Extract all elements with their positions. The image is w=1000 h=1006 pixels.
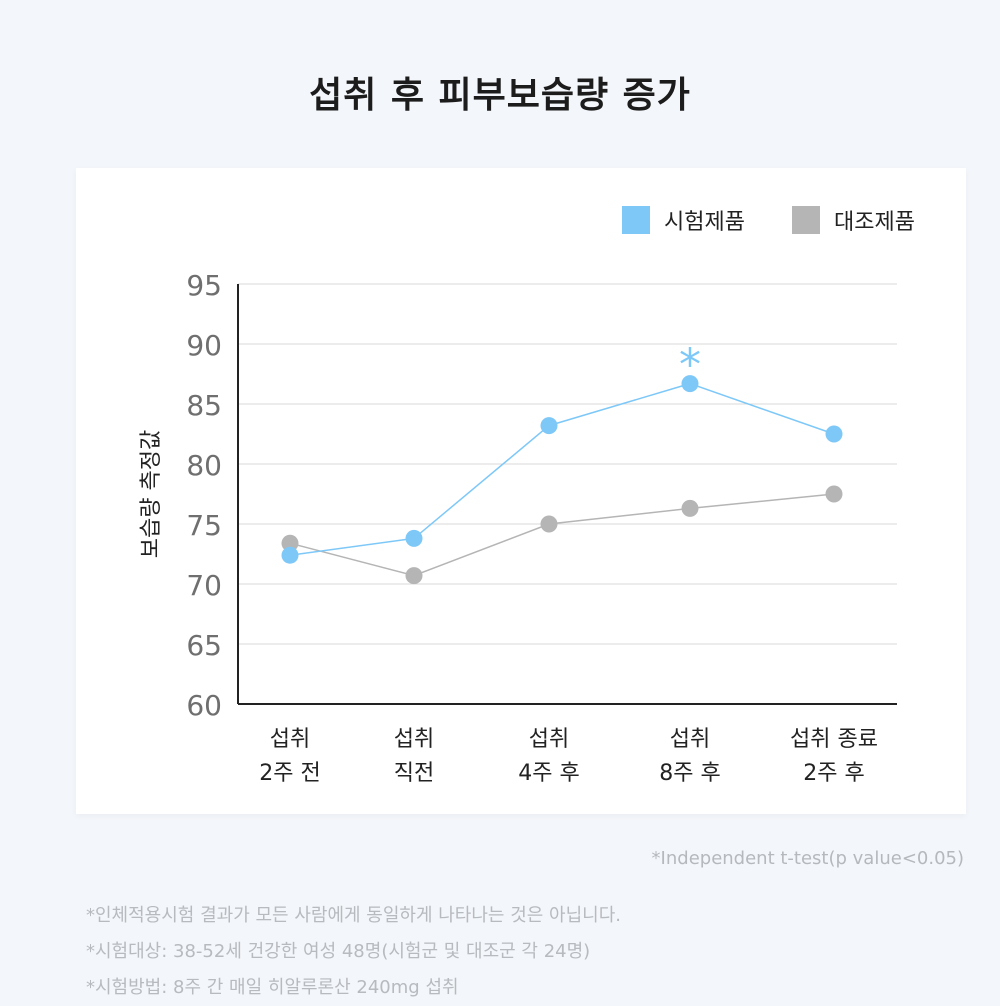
data-point-test xyxy=(281,546,299,564)
data-point-control xyxy=(825,485,843,503)
legend-swatch-control xyxy=(792,206,820,234)
y-axis-label: 보습량 측정값 xyxy=(139,430,164,558)
series-line-control xyxy=(289,493,835,577)
data-point-control xyxy=(405,567,423,585)
data-point-control xyxy=(540,515,558,533)
chart-card xyxy=(76,168,966,814)
significance-asterisk: * xyxy=(679,340,701,391)
footnote-method: *시험방법: 8주 간 매일 히알루론산 240mg 섭취 xyxy=(86,977,459,998)
footnotes: *인체적용시험 결과가 모든 사람에게 동일하게 나타나는 것은 아닙니다. *… xyxy=(86,898,966,1006)
data-point-test xyxy=(405,529,423,547)
y-tick-label: 75 xyxy=(186,509,222,542)
y-tick-label: 85 xyxy=(186,389,222,422)
y-tick-label: 60 xyxy=(186,689,222,722)
data-point-control xyxy=(281,534,299,552)
data-point-control xyxy=(681,499,699,517)
y-tick-label: 70 xyxy=(186,569,222,602)
chart-title: 섭취 후 피부보습량 증가 xyxy=(309,75,691,116)
y-tick-label: 80 xyxy=(186,449,222,482)
data-point-test xyxy=(540,417,558,435)
y-tick-label: 90 xyxy=(186,329,222,362)
y-tick-label: 95 xyxy=(186,269,222,302)
legend-item-control: 대조제품 xyxy=(792,204,915,236)
x-tick-label: 섭취 4주 후 xyxy=(518,727,579,786)
legend-swatch-test xyxy=(622,206,650,234)
x-tick-label: 섭취 종료 2주 후 xyxy=(790,727,878,786)
footnote-disclaimer: *인체적용시험 결과가 모든 사람에게 동일하게 나타나는 것은 아닙니다. xyxy=(86,905,622,926)
data-point-test xyxy=(825,425,843,443)
legend-label-control: 대조제품 xyxy=(834,210,915,235)
y-tick-label: 65 xyxy=(186,629,222,662)
x-tick-label: 섭취 2주 전 xyxy=(259,727,320,786)
x-tick-label: 섭취 직전 xyxy=(394,727,434,786)
legend-label-test: 시험제품 xyxy=(664,210,745,235)
legend-item-test: 시험제품 xyxy=(622,204,745,236)
x-tick-label: 섭취 8주 후 xyxy=(659,727,720,786)
data-point-test xyxy=(681,375,699,393)
statistical-test-footnote: *Independent t-test(p value<0.05) xyxy=(651,848,964,869)
series-line-test xyxy=(289,382,835,556)
footnote-subjects: *시험대상: 38-52세 건강한 여성 48명(시험군 및 대조군 각 24명… xyxy=(86,941,591,962)
